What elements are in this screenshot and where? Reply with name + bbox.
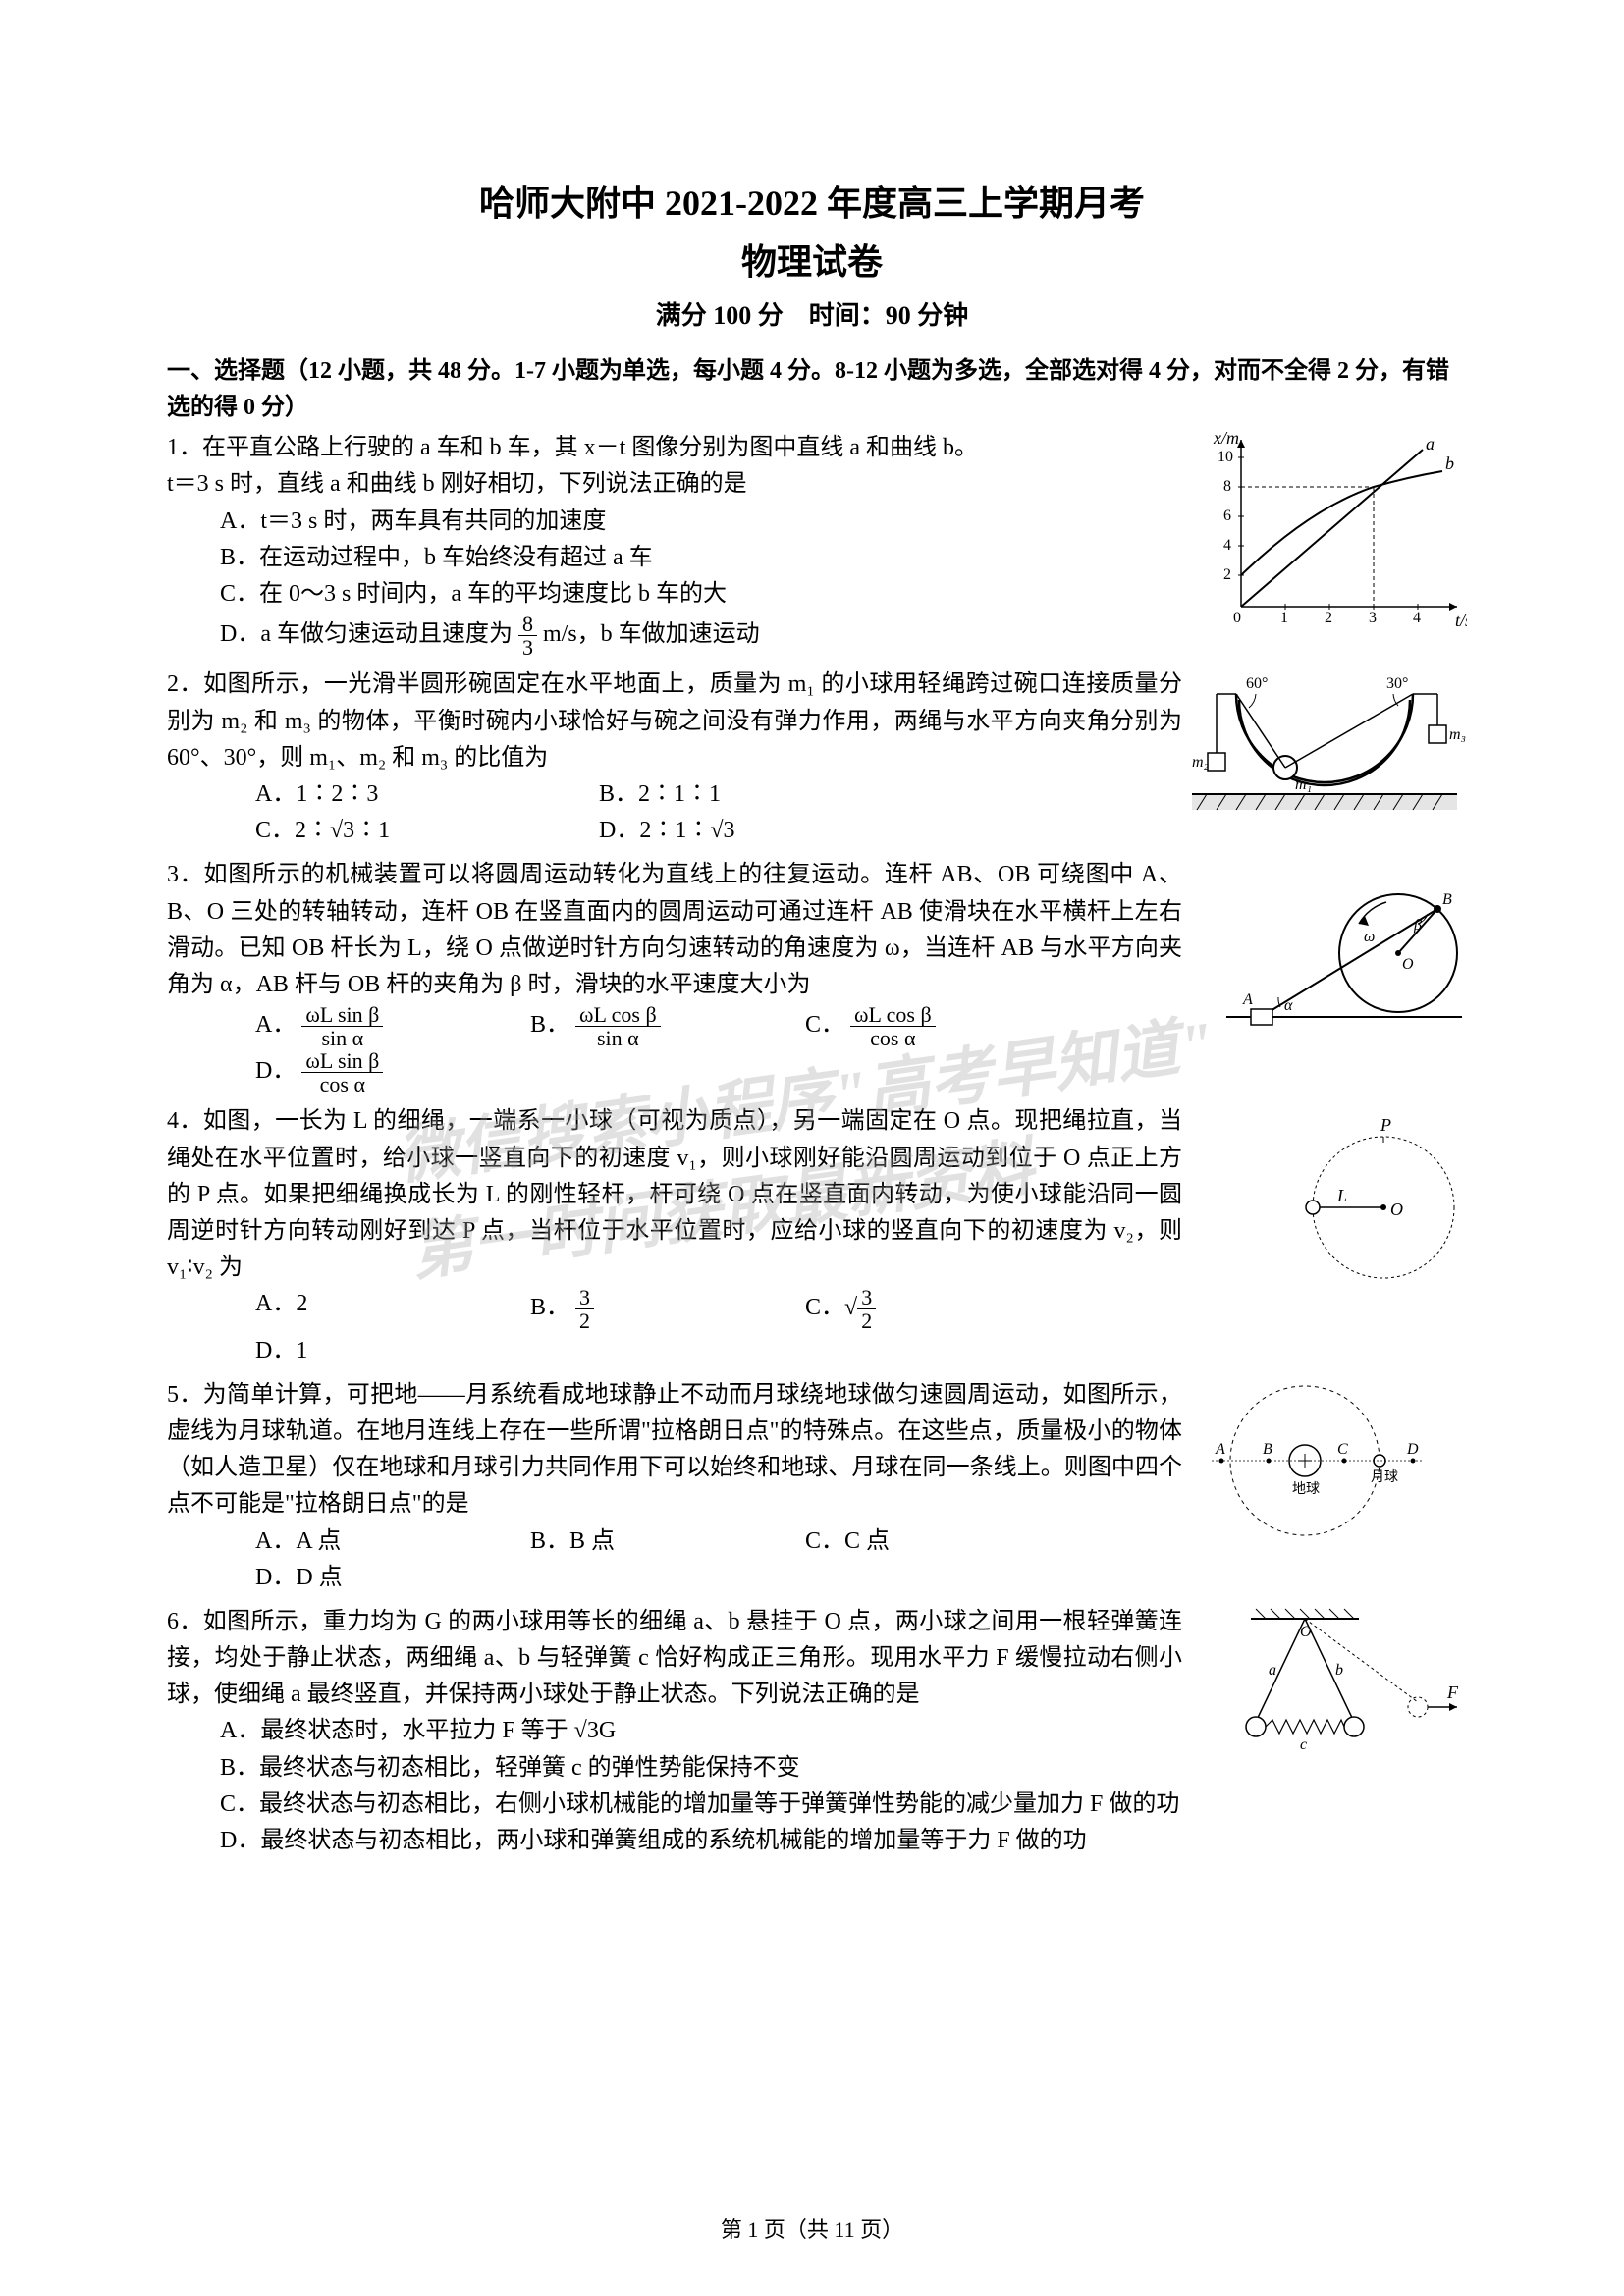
svg-text:2: 2	[1325, 610, 1332, 626]
exam-header: 哈师大附中 2021-2022 年度高三上学期月考 物理试卷 满分 100 分 …	[167, 177, 1457, 336]
q1-line2: t＝3 s 时，直线 a 和曲线 b 刚好相切，下列说法正确的是	[167, 466, 1182, 503]
q3-optC: C． ωL cos βcos α	[805, 1003, 1051, 1049]
svg-text:m₁: m₁	[1295, 776, 1312, 793]
svg-text:60°: 60°	[1246, 675, 1268, 692]
svg-text:x/m: x/m	[1213, 430, 1239, 448]
q6-optD: D．最终状态与初态相比，两小球和弹簧组成的系统机械能的增加量等于力 F 做的功	[167, 1823, 1457, 1859]
question-2: m₁ 60° 30° m₂ m₃ 2．如图所示，一光滑半圆形碗固定在水平地面上，…	[167, 667, 1457, 849]
q3-optB: B． ωL cos βsin α	[530, 1003, 776, 1049]
svg-text:b: b	[1445, 454, 1454, 473]
svg-text:α: α	[1284, 997, 1293, 1014]
svg-text:月球: 月球	[1371, 1469, 1398, 1485]
q4-optD: D．1	[255, 1333, 501, 1369]
svg-text:β: β	[1413, 917, 1422, 934]
q4-optC: C．√32	[805, 1286, 1051, 1332]
q4-optB: B． 32	[530, 1286, 776, 1332]
svg-text:ω: ω	[1364, 929, 1375, 945]
q2-diagram: m₁ 60° 30° m₂ m₃	[1182, 667, 1467, 824]
svg-text:C: C	[1337, 1441, 1348, 1458]
page-footer: 第 1 页（共 11 页）	[0, 2214, 1624, 2247]
svg-text:8: 8	[1223, 478, 1231, 495]
svg-text:A: A	[1215, 1441, 1225, 1458]
svg-text:t/s: t/s	[1455, 611, 1467, 630]
svg-text:3: 3	[1369, 610, 1377, 626]
question-5: 地球 月球 A B C D 5．为简单计算，可把地——月系统看成地球静止不动而月…	[167, 1377, 1457, 1596]
q1-optD: D．a 车做匀速运动且速度为 8 3 m/s，b 车做加速运动	[167, 613, 1182, 659]
svg-text:m₂: m₂	[1192, 754, 1210, 771]
q5-optD: D．D 点	[255, 1560, 501, 1596]
q1-optB: B．在运动过程中，b 车始终没有超过 a 车	[167, 540, 1182, 576]
q3-text: 3．如图所示的机械装置可以将圆周运动转化为直线上的往复运动。连杆 AB、OB 可…	[167, 857, 1182, 1003]
svg-text:a: a	[1426, 434, 1435, 454]
q2-optD: D．2∶1∶√3	[599, 813, 913, 849]
q3-optA: A． ωL sin βsin α	[255, 1003, 501, 1049]
q1-optD-post: m/s，b 车做加速运动	[543, 621, 760, 647]
q4-diagram: P O L	[1251, 1109, 1467, 1296]
svg-text:2: 2	[1223, 566, 1231, 583]
q5-diagram: 地球 月球 A B C D	[1192, 1377, 1467, 1544]
title-sub: 物理试卷	[167, 236, 1457, 291]
svg-text:4: 4	[1223, 537, 1231, 554]
svg-text:30°: 30°	[1386, 675, 1408, 692]
section1-header: 一、选择题（12 小题，共 48 分。1-7 小题为单选，每小题 4 分。8-1…	[167, 353, 1457, 426]
svg-text:F: F	[1446, 1682, 1459, 1702]
question-1: t/s x/m 0 1 2 3 4 2 4 6 8 10 a	[167, 430, 1457, 659]
q5-optC: C．C 点	[805, 1523, 1051, 1560]
svg-text:4: 4	[1413, 610, 1421, 626]
q2-optC: C．2∶√3∶1	[255, 813, 569, 849]
svg-text:b: b	[1335, 1662, 1343, 1679]
q5-optB: B．B 点	[530, 1523, 776, 1560]
svg-text:O: O	[1402, 956, 1414, 973]
q6-diagram: O a b c F	[1192, 1604, 1467, 1771]
question-3: O B A ω α β 3．如图所示的机械装置可以将圆周运动转化为直线上的往复运…	[167, 857, 1457, 1095]
q1-line1: 1．在平直公路上行驶的 a 车和 b 车，其 x－t 图像分别为图中直线 a 和…	[167, 430, 1182, 466]
q1-optD-pre: D．a 车做匀速运动且速度为	[220, 621, 513, 647]
question-4: P O L 4．如图，一长为 L 的细绳，一端系一小球（可视为质点），另一端固定…	[167, 1103, 1457, 1368]
title-main: 哈师大附中 2021-2022 年度高三上学期月考	[167, 177, 1457, 232]
svg-text:A: A	[1242, 991, 1253, 1008]
q4-optA: A．2	[255, 1286, 501, 1332]
q1-diagram: t/s x/m 0 1 2 3 4 2 4 6 8 10 a	[1212, 430, 1467, 636]
svg-text:B: B	[1263, 1441, 1272, 1458]
svg-text:a: a	[1269, 1662, 1276, 1679]
q5-optA: A．A 点	[255, 1523, 501, 1560]
q2-optB: B．2∶1∶1	[599, 776, 913, 813]
svg-text:B: B	[1442, 891, 1452, 908]
svg-text:m₃: m₃	[1449, 726, 1466, 743]
question-6: O a b c F 6．如图所示，重力均为 G 的两小球用等长的细绳 a、b 悬…	[167, 1604, 1457, 1859]
q2-optA: A．1∶2∶3	[255, 776, 569, 813]
q1-optD-fraction: 8 3	[518, 613, 537, 659]
svg-text:地球: 地球	[1292, 1481, 1320, 1497]
q6-optC: C．最终状态与初态相比，右侧小球机械能的增加量等于弹簧弹性势能的减少量加力 F …	[167, 1787, 1457, 1823]
q3-diagram: O B A ω α β	[1221, 875, 1467, 1071]
q1-optC: C．在 0～3 s 时间内，a 车的平均速度比 b 车的大	[167, 576, 1182, 613]
svg-text:L: L	[1336, 1186, 1347, 1205]
q1-optA: A．t＝3 s 时，两车具有共同的加速度	[167, 504, 1182, 540]
svg-text:D: D	[1406, 1441, 1419, 1458]
svg-text:O: O	[1390, 1200, 1403, 1219]
score-time: 满分 100 分 时间：90 分钟	[167, 296, 1457, 336]
svg-text:P: P	[1380, 1115, 1391, 1135]
svg-text:6: 6	[1223, 507, 1231, 524]
q3-optD: D． ωL sin βcos α	[255, 1049, 501, 1095]
svg-text:1: 1	[1280, 610, 1288, 626]
q5-text: 5．为简单计算，可把地——月系统看成地球静止不动而月球绕地球做匀速圆周运动，如图…	[167, 1377, 1182, 1523]
q2-text: 2．如图所示，一光滑半圆形碗固定在水平地面上，质量为 m₁ 的小球用轻绳跨过碗口…	[167, 667, 1182, 776]
svg-text:10: 10	[1218, 449, 1233, 465]
svg-text:0: 0	[1233, 610, 1241, 626]
q4-text: 4．如图，一长为 L 的细绳，一端系一小球（可视为质点），另一端固定在 O 点。…	[167, 1103, 1182, 1286]
svg-text:c: c	[1300, 1736, 1307, 1753]
